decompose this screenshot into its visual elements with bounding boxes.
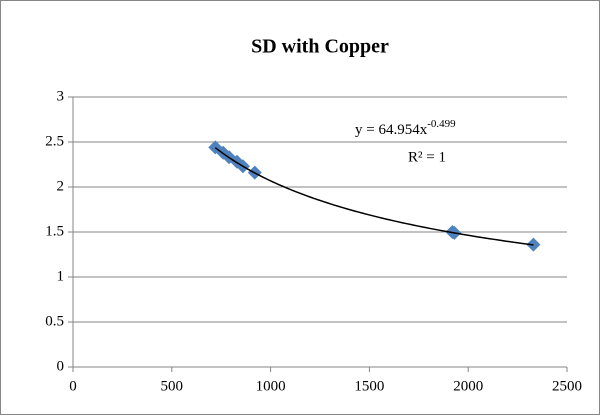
y-tick-label: 2.5 — [45, 133, 64, 149]
y-tick-label: 2 — [57, 178, 65, 194]
trendline-equation: y = 64.954x-0.499 — [355, 118, 456, 139]
x-tick-label: 0 — [69, 378, 77, 394]
trendline — [214, 147, 534, 246]
trendline-r2: R² = 1 — [408, 149, 446, 165]
equation-exponent: -0.499 — [427, 118, 456, 130]
y-tick-label: 0 — [57, 358, 65, 374]
x-tick-label: 1500 — [354, 378, 384, 394]
x-tick-label: 500 — [161, 378, 184, 394]
y-tick-label: 1.5 — [45, 223, 64, 239]
y-tick-label: 3 — [57, 88, 65, 104]
x-tick-label: 1000 — [256, 378, 286, 394]
y-tick-label: 1 — [57, 268, 65, 284]
equation-text: y = 64.954x — [355, 122, 428, 138]
x-tick-label: 2500 — [552, 378, 582, 394]
chart-title: SD with Copper — [251, 36, 389, 58]
x-tick-label: 2000 — [453, 378, 483, 394]
y-tick-label: 0.5 — [45, 313, 64, 329]
